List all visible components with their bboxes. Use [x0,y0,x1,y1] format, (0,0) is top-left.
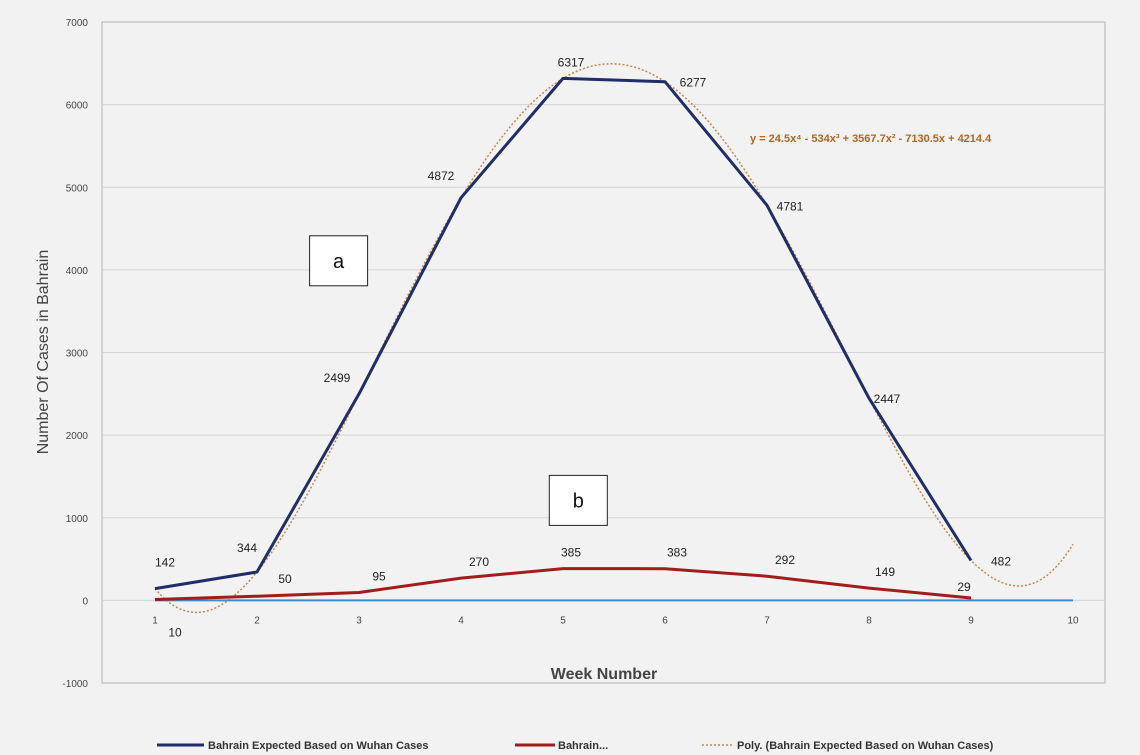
x-tick-label: 3 [356,615,362,626]
data-label-expected: 2447 [874,392,901,406]
data-label-bahrain: 95 [372,570,386,584]
data-label-expected: 6317 [558,55,585,69]
legend-label-poly: Poly. (Bahrain Expected Based on Wuhan C… [737,740,994,752]
legend-label-bahrain: Bahrain... [558,740,608,752]
x-axis-label: Week Number [551,666,657,683]
x-tick-label: 1 [152,615,158,626]
legend-label-expected: Bahrain Expected Based on Wuhan Cases [208,740,428,752]
legend: Bahrain Expected Based on Wuhan Cases Ba… [157,740,994,752]
data-label-expected: 2499 [324,371,351,385]
x-tick-label: 2 [254,615,260,626]
data-label-bahrain: 383 [667,546,687,560]
x-tick-label: 6 [662,615,668,626]
data-label-bahrain: 50 [278,572,292,586]
x-tick-label: 10 [1067,615,1079,626]
data-label-expected: 4872 [428,169,455,183]
annotation-label-b: b [573,490,584,512]
y-tick-label: 7000 [66,18,89,29]
annotation-label-a: a [333,251,345,273]
y-tick-label: 4000 [66,266,89,277]
y-tick-label: -1000 [62,679,88,690]
x-tick-label: 8 [866,615,872,626]
data-label-expected: 344 [237,541,257,555]
x-axis-ticks: 1 2 3 4 5 6 7 8 9 10 [152,615,1079,626]
y-tick-label: 1000 [66,514,89,525]
data-label-bahrain: 149 [875,565,895,579]
series-line-expected [154,76,973,591]
x-tick-label: 5 [560,615,566,626]
y-axis-label: Number Of Cases in Bahrain [35,250,52,455]
data-label-expected: 6277 [680,76,707,90]
y-tick-label: 3000 [66,349,89,360]
data-label-expected: 4781 [777,199,804,213]
annotation-box-b [548,474,608,526]
gridlines [102,104,1105,601]
x-tick-label: 9 [968,615,974,626]
data-label-expected: 142 [155,556,175,570]
y-tick-label: 0 [82,596,88,607]
y-axis-ticks: -1000 0 1000 2000 3000 4000 5000 6000 7000 [62,18,88,690]
series-lines [154,63,1074,614]
annotations: ab [309,235,608,526]
data-label-bahrain: 385 [561,546,581,560]
y-tick-label: 6000 [66,101,89,112]
data-label-bahrain: 29 [957,580,971,594]
data-label-bahrain: 270 [469,555,489,569]
y-tick-label: 5000 [66,183,89,194]
x-tick-label: 7 [764,615,770,626]
data-label-bahrain: 292 [775,553,795,567]
data-label-bahrain: 10 [168,626,182,640]
x-tick-label: 4 [458,615,464,626]
y-tick-label: 2000 [66,431,89,442]
series-line-bahrain [154,567,972,601]
data-label-expected: 482 [991,555,1011,569]
annotation-box-a [309,235,369,287]
trendline-equation: y = 24.5x⁴ - 534x³ + 3567.7x² - 7130.5x … [750,133,992,145]
series-line-poly-trend [154,63,1074,614]
